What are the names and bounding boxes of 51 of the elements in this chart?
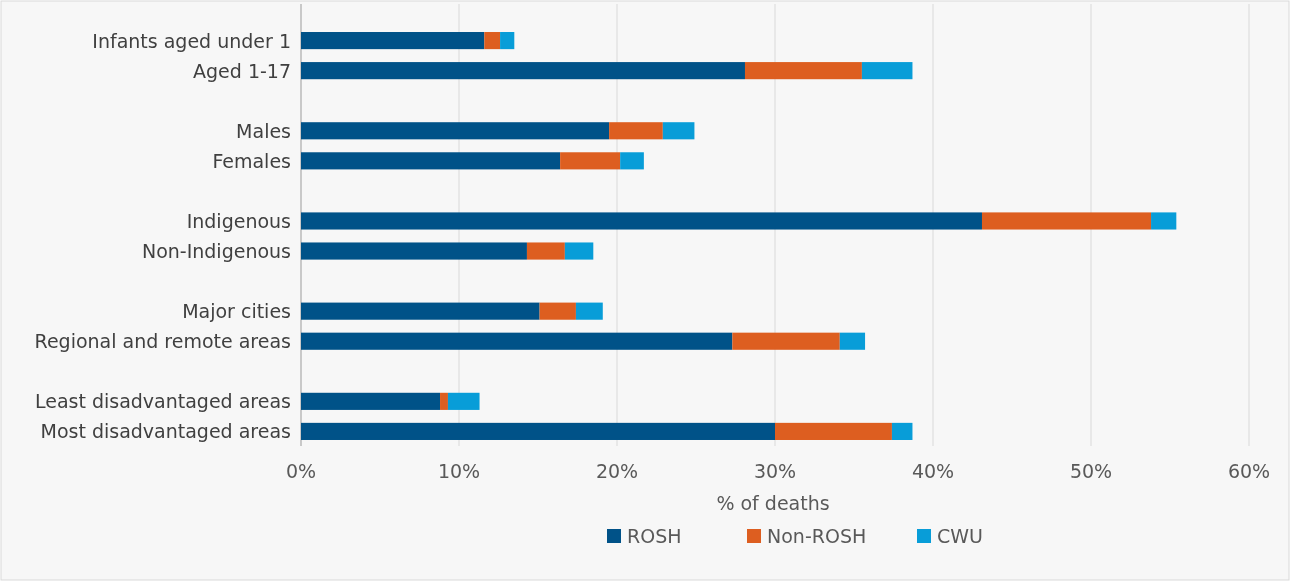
x-tick-label: 50% <box>1069 460 1113 482</box>
bar <box>301 152 561 170</box>
bar <box>526 242 565 260</box>
bar <box>620 152 644 170</box>
y-tick-label: Males <box>236 119 291 142</box>
x-tick-label: 20% <box>595 460 639 482</box>
bar <box>301 212 982 230</box>
legend-label: ROSH <box>627 525 682 547</box>
y-tick-label: Aged 1-17 <box>193 59 291 82</box>
y-tick-label: Regional and remote areas <box>34 330 291 353</box>
bar <box>301 302 540 320</box>
bar <box>301 62 745 80</box>
bar <box>891 422 913 440</box>
bar <box>560 152 621 170</box>
bar <box>609 122 663 140</box>
bar <box>539 302 576 320</box>
bar <box>301 242 527 260</box>
y-tick-label: Most disadvantaged areas <box>40 420 291 443</box>
bar <box>440 392 448 410</box>
x-tick-label: 60% <box>1227 460 1271 482</box>
bar <box>981 212 1152 230</box>
bar <box>732 332 840 350</box>
y-tick-label: Indigenous <box>186 209 291 232</box>
bar <box>564 242 594 260</box>
legend-label: CWU <box>937 525 983 547</box>
bar <box>839 332 866 350</box>
x-tick-label: 10% <box>437 460 481 482</box>
bar <box>301 332 733 350</box>
bar <box>301 32 485 50</box>
y-tick-label: Least disadvantaged areas <box>34 390 291 413</box>
bar <box>575 302 603 320</box>
bar <box>1151 212 1177 230</box>
y-tick-label: Major cities <box>182 300 291 323</box>
y-tick-label: Females <box>212 149 291 172</box>
x-tick-label: 0% <box>285 460 317 482</box>
x-tick-label: 30% <box>753 460 797 482</box>
bar <box>775 422 892 440</box>
bar <box>301 392 441 410</box>
bar <box>301 122 610 140</box>
bar <box>744 62 862 80</box>
bar <box>484 32 501 50</box>
x-axis-title: % of deaths <box>716 492 830 514</box>
bar <box>861 62 913 80</box>
bar <box>662 122 695 140</box>
bar <box>447 392 480 410</box>
bar <box>301 422 775 440</box>
legend-label: Non-ROSH <box>767 525 867 547</box>
y-tick-label: Non-Indigenous <box>141 240 291 263</box>
x-tick-label: 40% <box>911 460 955 482</box>
y-tick-label: Infants aged under 1 <box>92 29 291 52</box>
bar <box>500 32 515 50</box>
